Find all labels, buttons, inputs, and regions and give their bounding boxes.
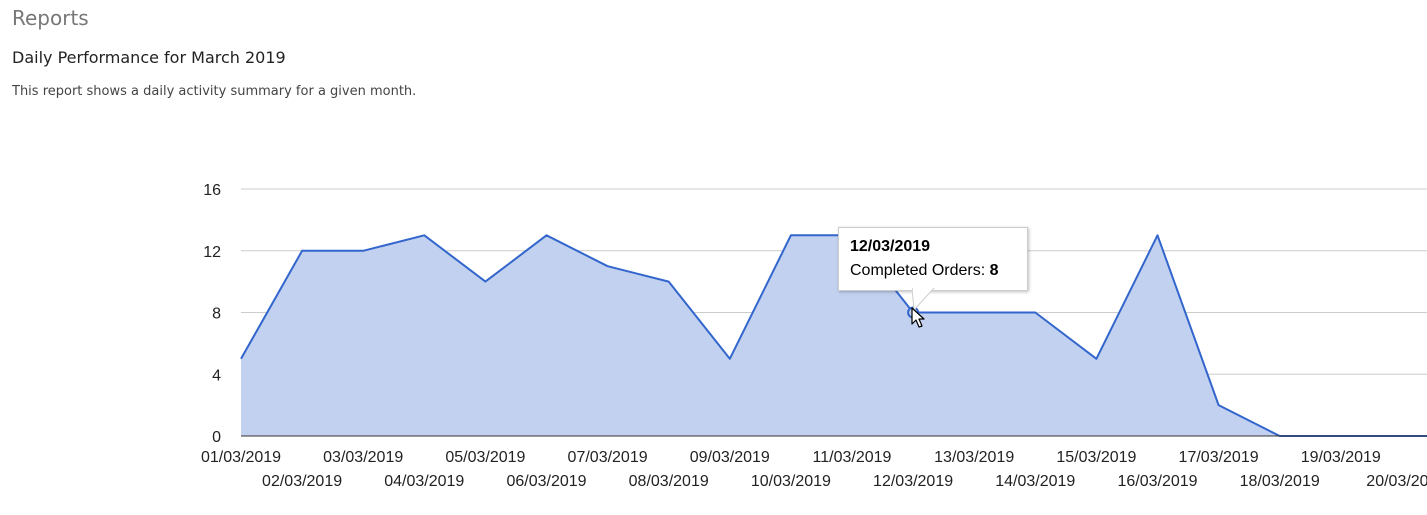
x-tick-label: 08/03/2019 — [629, 473, 709, 490]
x-tick-label: 10/03/2019 — [751, 473, 831, 490]
series-area — [241, 235, 1427, 436]
tooltip-pointer — [912, 288, 935, 312]
x-tick-label: 11/03/2019 — [813, 449, 892, 466]
report-description: This report shows a daily activity summa… — [12, 84, 417, 99]
x-tick-label: 15/03/2019 — [1056, 449, 1136, 466]
x-tick-label: 18/03/2019 — [1240, 473, 1320, 490]
chart-tooltip: 12/03/2019 Completed Orders: 8 — [838, 227, 1028, 291]
x-tick-label: 07/03/2019 — [568, 449, 648, 466]
tooltip-label: Completed Orders: — [850, 262, 990, 279]
page-header: Reports — [12, 6, 89, 30]
x-tick-label: 01/03/2019 — [201, 449, 281, 466]
y-tick-label: 4 — [212, 367, 221, 384]
y-tick-label: 12 — [203, 244, 221, 261]
y-tick-label: 16 — [203, 182, 221, 199]
x-tick-label: 06/03/2019 — [506, 473, 586, 490]
x-tick-label: 02/03/2019 — [262, 473, 342, 490]
tooltip-value: 8 — [989, 262, 999, 279]
x-tick-label: 09/03/2019 — [690, 449, 770, 466]
x-tick-label: 19/03/2019 — [1301, 449, 1381, 466]
x-tick-label: 13/03/2019 — [934, 449, 1014, 466]
x-tick-label: 12/03/2019 — [873, 473, 953, 490]
x-tick-label: 14/03/2019 — [995, 473, 1075, 490]
x-tick-label: 17/03/2019 — [1179, 449, 1259, 466]
x-tick-label: 20/03/201 — [1366, 473, 1427, 490]
tooltip-date: 12/03/2019 — [850, 238, 931, 255]
x-tick-label: 16/03/2019 — [1117, 473, 1197, 490]
x-tick-label: 03/03/2019 — [323, 449, 403, 466]
x-tick-label: 05/03/2019 — [445, 449, 525, 466]
report-title: Daily Performance for March 2019 — [12, 48, 286, 67]
y-tick-label: 0 — [212, 429, 221, 446]
y-tick-label: 8 — [212, 306, 221, 323]
x-tick-label: 04/03/2019 — [384, 473, 464, 490]
tooltip-row: Completed Orders: 8 — [850, 262, 999, 280]
mouse-cursor-icon — [911, 307, 925, 328]
